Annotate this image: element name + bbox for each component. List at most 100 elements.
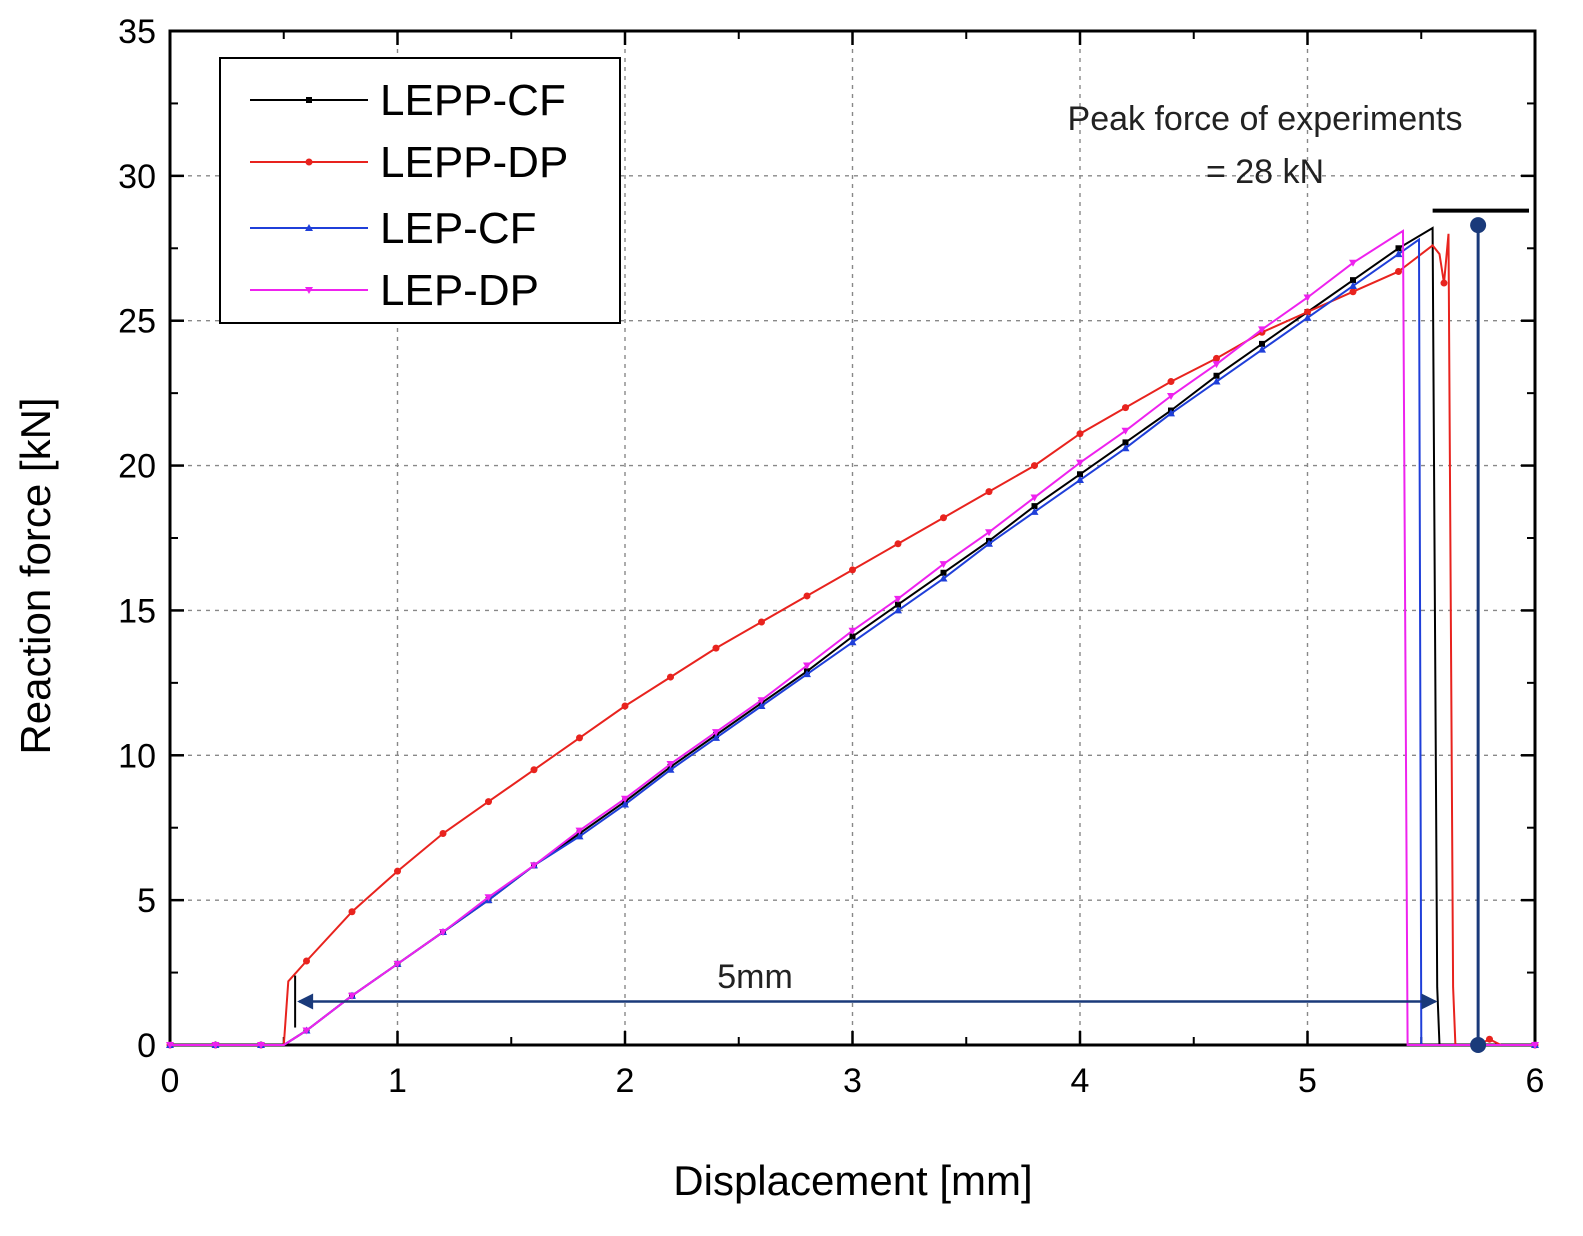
point-lep-dp	[1167, 393, 1175, 401]
y-tick-label: 10	[118, 737, 156, 775]
dimension-arrowhead-right	[1421, 993, 1438, 1010]
x-tick-label: 1	[388, 1062, 407, 1100]
point-lep-dp	[1212, 361, 1221, 369]
point-lep-dp	[894, 595, 902, 603]
point-lepp-dp	[1122, 404, 1129, 412]
y-tick-label: 35	[118, 13, 156, 51]
y-tick-label: 15	[118, 592, 156, 630]
point-lep-cf	[1349, 281, 1357, 289]
y-tick-label: 20	[118, 448, 156, 486]
x-tick-label: 3	[843, 1062, 862, 1100]
point-lepp-dp	[303, 957, 310, 965]
point-lep-dp	[348, 992, 356, 1000]
point-lepp-cf	[1077, 471, 1083, 478]
point-lep-dp	[621, 795, 629, 803]
point-lepp-cf	[1350, 277, 1356, 284]
legend-marker-lepp-dp	[305, 158, 313, 166]
y-tick-label: 30	[118, 158, 156, 196]
series-lep-dp	[166, 229, 1539, 1049]
point-lepp-dp	[530, 766, 538, 774]
legend: LEPP-CF LEPP-DP LEP-CF LEP-DP	[219, 57, 621, 324]
point-lep-cf	[666, 765, 675, 773]
point-lep-dp	[757, 697, 766, 705]
point-lep-dp	[439, 929, 447, 937]
legend-marker-lep-cf	[305, 224, 313, 231]
peak-annotation-line1: Peak force of experiments	[1068, 100, 1463, 138]
point-lep-cf	[1394, 250, 1403, 258]
annotations: Peak force of experiments = 28 kN 5mm	[294, 100, 1529, 1053]
peak-marker-top	[1470, 217, 1487, 234]
point-lep-dp	[666, 760, 675, 768]
point-lep-dp	[1030, 494, 1039, 502]
point-lep-dp	[803, 662, 811, 670]
x-tick-label: 2	[616, 1062, 635, 1100]
point-lepp-cf	[895, 601, 901, 608]
y-tick-label: 5	[137, 882, 156, 920]
point-lepp-dp	[1395, 267, 1402, 275]
point-lep-cf	[939, 574, 948, 582]
point-lep-dp	[985, 529, 993, 537]
point-lepp-dp	[1304, 308, 1311, 316]
x-tick-label: 4	[1071, 1062, 1090, 1100]
point-lepp-dp	[485, 798, 492, 806]
point-lepp-dp	[621, 702, 629, 710]
peak-annotation-line2: = 28 kN	[1206, 153, 1324, 191]
point-lepp-dp	[940, 514, 947, 522]
point-lepp-cf	[1213, 372, 1220, 379]
point-lepp-dp	[1349, 288, 1357, 296]
point-lepp-dp	[1213, 354, 1220, 362]
point-lep-cf	[712, 733, 720, 741]
point-lepp-dp	[849, 566, 856, 574]
point-lep-cf	[575, 832, 584, 840]
point-lep-dp	[393, 960, 402, 968]
point-lep-cf	[894, 606, 902, 614]
point-lep-dp	[530, 862, 538, 870]
point-lep-dp	[211, 1042, 220, 1049]
point-lep-dp	[712, 729, 720, 737]
point-lepp-cf	[940, 569, 947, 576]
point-lep-cf	[1167, 409, 1175, 417]
point-lep-dp	[1531, 1042, 1539, 1049]
point-lepp-dp	[985, 488, 993, 496]
point-lepp-dp	[394, 867, 401, 875]
point-lep-dp	[166, 1042, 174, 1049]
point-lepp-cf	[849, 633, 856, 640]
y-tick-label: 25	[118, 303, 156, 341]
point-lepp-dp	[348, 908, 356, 916]
point-lep-cf	[1076, 476, 1084, 484]
point-lep-dp	[939, 561, 948, 569]
legend-box	[219, 57, 621, 324]
point-lep-cf	[1212, 377, 1221, 385]
point-lepp-dp	[1031, 462, 1038, 470]
point-lepp-cf	[1122, 439, 1129, 446]
series-layer	[166, 226, 1539, 1049]
point-lep-cf	[985, 539, 993, 547]
legend-marker-lep-dp	[305, 287, 313, 294]
point-lep-cf	[1303, 313, 1312, 321]
point-lepp-dp	[1440, 279, 1448, 287]
ticks: 0 1 2 3 4 5 6 0 5 10 15 20 25 30 35	[118, 13, 1544, 1100]
point-lep-cf	[757, 702, 766, 710]
dimension-arrowhead-left	[297, 993, 314, 1010]
point-lepp-dp	[439, 830, 447, 838]
point-lep-cf	[1121, 444, 1130, 452]
point-lep-dp	[1349, 259, 1357, 267]
point-lep-cf	[803, 670, 811, 678]
y-tick-label: 0	[137, 1027, 156, 1065]
point-lep-dp	[1303, 294, 1312, 302]
point-lepp-dp	[576, 734, 583, 742]
x-tick-label: 6	[1526, 1062, 1545, 1100]
point-lep-dp	[1121, 427, 1130, 435]
point-lepp-cf	[1259, 340, 1265, 347]
x-axis-title: Displacement [mm]	[673, 1157, 1032, 1204]
point-lep-dp	[302, 1027, 311, 1035]
x-tick-label: 0	[161, 1062, 180, 1100]
point-lepp-dp	[758, 618, 765, 626]
point-lep-dp	[848, 627, 857, 635]
point-lep-dp	[1258, 326, 1266, 334]
point-lep-dp	[484, 894, 493, 902]
point-lep-dp	[575, 827, 584, 835]
point-lepp-dp	[803, 592, 811, 600]
point-lepp-dp	[1486, 1035, 1493, 1043]
point-lep-cf	[1030, 507, 1039, 515]
